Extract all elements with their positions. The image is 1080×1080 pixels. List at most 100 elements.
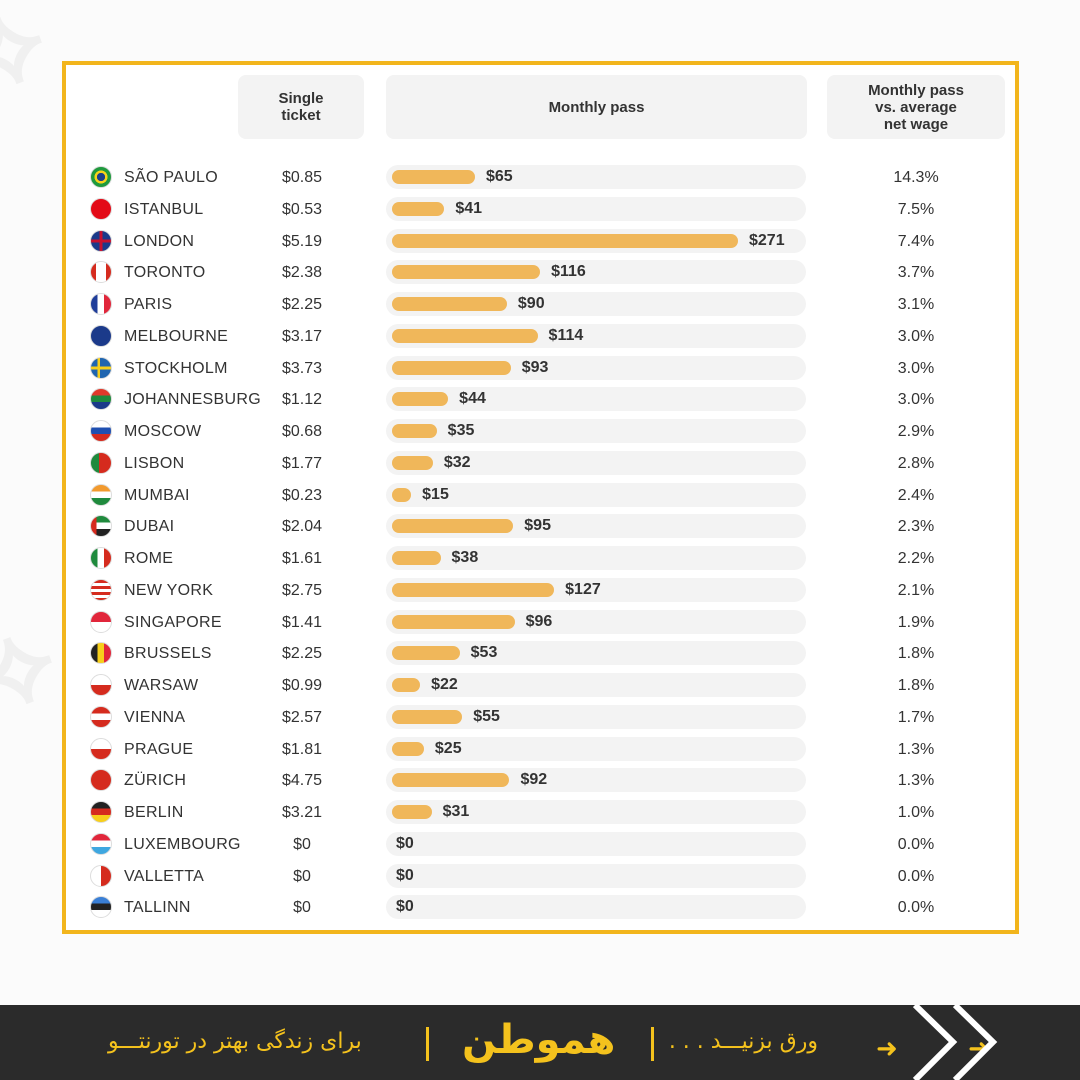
- bar-track: [386, 673, 806, 697]
- bar-value-label: $92: [520, 771, 548, 789]
- bar: [392, 582, 555, 597]
- bar-track: [386, 419, 806, 443]
- bar: [392, 519, 514, 534]
- flag-portugal-icon: [90, 451, 112, 474]
- table-row: ISTANBUL $0.53 $41 7.5%: [66, 193, 1015, 225]
- pass-vs-wage-value: 2.8%: [897, 454, 935, 472]
- flag-estonia-icon: [90, 896, 112, 919]
- city-label: LISBON: [124, 454, 185, 472]
- bar-value-label: $90: [517, 295, 545, 312]
- bar: [392, 487, 412, 502]
- bar: [392, 170, 475, 184]
- pass-vs-wage-value: 3.0%: [897, 327, 935, 345]
- flag-luxembourg-icon: [90, 832, 112, 855]
- single-ticket-value: $3.73: [281, 359, 323, 377]
- single-ticket-value: $2.38: [281, 264, 323, 282]
- table-row: ROME $1.61 $38 2.2%: [66, 542, 1015, 574]
- single-ticket-value: $2.75: [281, 581, 323, 599]
- city-label: MUMBAI: [124, 486, 190, 504]
- single-ticket-value: $1.12: [281, 391, 323, 409]
- bar-track: [386, 387, 806, 412]
- single-ticket-value: $2.25: [281, 296, 323, 313]
- city-label: VIENNA: [124, 708, 186, 726]
- single-ticket-value: $4.75: [281, 772, 323, 790]
- bar: [392, 646, 460, 661]
- table-row: TORONTO $2.38 $116 3.7%: [66, 256, 1015, 288]
- single-ticket-value: $3.17: [281, 327, 323, 345]
- bar: [392, 201, 445, 216]
- city-label: ROME: [124, 550, 174, 567]
- single-ticket-value: $0.85: [281, 169, 323, 186]
- footer-tagline: برای زندگی بهتر در تورنتـــو: [108, 1029, 362, 1054]
- pass-vs-wage-value: 0.0%: [897, 867, 935, 885]
- flag-uk-icon: [90, 229, 112, 252]
- pass-vs-wage-value: 2.2%: [897, 550, 935, 567]
- bar-value-label: $38: [451, 549, 479, 566]
- pass-vs-wage-value: 2.9%: [897, 423, 935, 440]
- bar: [392, 392, 449, 407]
- bar: [392, 265, 541, 280]
- header-ratio: Monthly pass vs. average net wage: [827, 75, 1005, 139]
- table-row: LUXEMBOURG $0 $0 0.0%: [66, 828, 1015, 860]
- flag-czechia-icon: [90, 737, 112, 760]
- footer-divider-2: [426, 1027, 429, 1061]
- table-row: PARIS $2.25 $90 3.1%: [66, 288, 1015, 320]
- single-ticket-value: $0.53: [281, 200, 323, 218]
- pass-vs-wage-value: 1.9%: [897, 613, 935, 631]
- watermark-1: ⟡: [0, 0, 63, 117]
- bar-track: [386, 831, 806, 856]
- table-row: ZÜRICH $4.75 $92 1.3%: [66, 764, 1015, 796]
- flag-france-icon: [90, 293, 112, 315]
- table-row: SÃO PAULO $0.85 $65 14.3%: [66, 161, 1015, 193]
- city-label: SINGAPORE: [124, 613, 222, 631]
- bar-track: [386, 196, 806, 221]
- bar-value-label: $55: [473, 707, 500, 725]
- pass-vs-wage-value: 1.0%: [897, 804, 935, 821]
- bar: [392, 233, 738, 248]
- pass-vs-wage-value: 7.4%: [897, 232, 935, 250]
- table-row: JOHANNESBURG $1.12 $44 3.0%: [66, 383, 1015, 415]
- pass-vs-wage-value: 14.3%: [893, 169, 939, 186]
- flag-uae-icon: [90, 515, 112, 538]
- city-label: LUXEMBOURG: [124, 835, 241, 853]
- bar: [392, 360, 511, 375]
- flag-usa-icon: [90, 578, 112, 601]
- bar-track: [386, 863, 806, 888]
- brand-logo: هموطن: [462, 1017, 616, 1063]
- bar-value-label: $93: [521, 358, 549, 376]
- flag-poland-icon: [90, 674, 112, 696]
- flag-germany-icon: [90, 801, 112, 823]
- pass-vs-wage-value: 7.5%: [897, 200, 935, 218]
- table-row: MUMBAI $0.23 $15 2.4%: [66, 479, 1015, 511]
- flag-canada-icon: [90, 261, 112, 284]
- bar-value-label: $41: [455, 199, 483, 217]
- bar-value-label: $0: [396, 866, 414, 884]
- city-label: TORONTO: [124, 264, 206, 282]
- bar-value-label: $44: [459, 390, 486, 408]
- city-label: ISTANBUL: [124, 200, 204, 218]
- table-row: VIENNA $2.57 $55 1.7%: [66, 701, 1015, 733]
- city-label: WARSAW: [124, 677, 199, 694]
- table-row: SINGAPORE $1.41 $96 1.9%: [66, 606, 1015, 638]
- pass-vs-wage-value: 1.8%: [897, 677, 935, 694]
- single-ticket-value: $1.77: [281, 454, 323, 472]
- city-label: BERLIN: [124, 804, 184, 821]
- pass-vs-wage-value: 1.3%: [897, 772, 935, 790]
- city-label: MOSCOW: [124, 423, 202, 440]
- single-ticket-value: $2.57: [281, 708, 323, 726]
- bar: [392, 805, 432, 819]
- flag-russia-icon: [90, 420, 112, 442]
- single-ticket-value: $5.19: [281, 232, 323, 250]
- footer-divider-1: [651, 1027, 654, 1061]
- pass-vs-wage-value: 3.0%: [897, 359, 935, 377]
- city-label: LONDON: [124, 232, 195, 250]
- bar-value-label: $95: [524, 517, 551, 535]
- bar: [392, 551, 441, 565]
- single-ticket-value: $0: [293, 899, 311, 917]
- table-row: MELBOURNE $3.17 $114 3.0%: [66, 320, 1015, 352]
- city-label: SÃO PAULO: [124, 169, 218, 186]
- pass-vs-wage-value: 1.8%: [897, 645, 935, 663]
- bar-value-label: $32: [443, 453, 471, 471]
- city-label: STOCKHOLM: [124, 359, 228, 377]
- header-single-ticket: Single ticket: [238, 75, 364, 139]
